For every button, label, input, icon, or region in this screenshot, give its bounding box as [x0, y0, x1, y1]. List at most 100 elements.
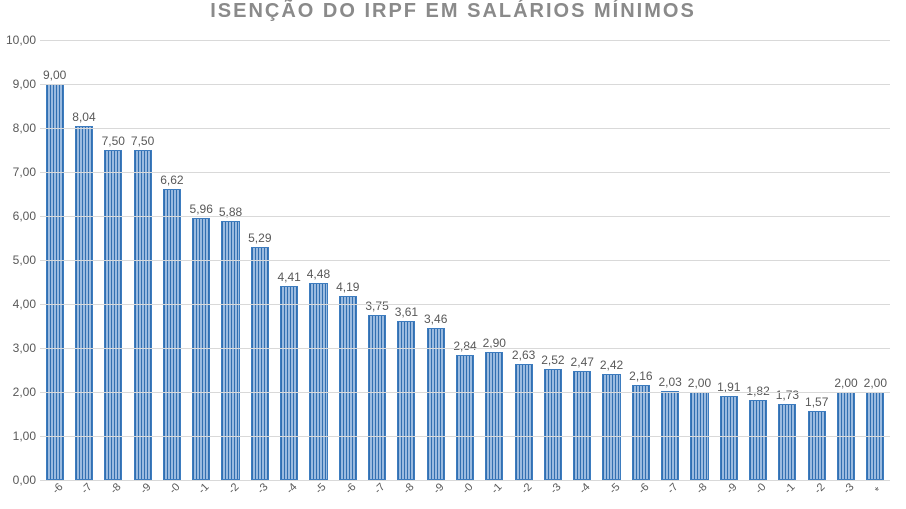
bar	[339, 296, 357, 480]
gridline	[40, 480, 890, 481]
x-tick-label: -0	[753, 481, 768, 496]
bar-value-label: 3,75	[365, 299, 388, 313]
bar	[309, 283, 327, 480]
x-tick-label: -1	[196, 481, 211, 496]
bar	[515, 364, 533, 480]
gridline	[40, 392, 890, 393]
chart-container: ISENÇÃO DO IRPF EM SALÁRIOS MÍNIMOS 9,00…	[0, 0, 906, 509]
x-tick-label: -9	[138, 481, 153, 496]
bar-value-label: 4,48	[307, 267, 330, 281]
bar-value-label: 3,61	[395, 305, 418, 319]
x-tick-label: -5	[314, 481, 329, 496]
bar	[368, 315, 386, 480]
y-tick-label: 3,00	[2, 341, 36, 355]
x-tick-label: -2	[226, 481, 241, 496]
bar	[280, 286, 298, 480]
x-tick-label: -2	[812, 481, 827, 496]
bar	[456, 355, 474, 480]
bar-value-label: 2,03	[658, 375, 681, 389]
x-tick-label: *	[873, 485, 885, 497]
bar	[544, 369, 562, 480]
bar-value-label: 2,63	[512, 348, 535, 362]
gridline	[40, 128, 890, 129]
bar	[251, 247, 269, 480]
x-tick-label: -8	[108, 481, 123, 496]
plot-area: 9,00-68,04-77,50-87,50-96,62-05,96-15,88…	[40, 40, 890, 480]
bar-value-label: 3,46	[424, 312, 447, 326]
bar	[749, 400, 767, 480]
x-tick-label: -4	[577, 481, 592, 496]
bar-value-label: 9,00	[43, 68, 66, 82]
x-tick-label: -7	[665, 481, 680, 496]
bar	[427, 328, 445, 480]
bar-value-label: 2,47	[571, 355, 594, 369]
bar-value-label: 2,84	[453, 339, 476, 353]
bar-value-label: 5,29	[248, 231, 271, 245]
x-tick-label: -8	[401, 481, 416, 496]
bar-value-label: 7,50	[102, 134, 125, 148]
bar-value-label: 7,50	[131, 134, 154, 148]
y-tick-label: 6,00	[2, 209, 36, 223]
bar-value-label: 2,52	[541, 353, 564, 367]
bar-value-label: 4,19	[336, 280, 359, 294]
y-tick-label: 10,00	[2, 33, 36, 47]
bar-value-label: 2,00	[864, 376, 887, 390]
y-tick-label: 0,00	[2, 473, 36, 487]
x-tick-label: -4	[284, 481, 299, 496]
x-tick-label: -6	[343, 481, 358, 496]
x-tick-label: -3	[548, 481, 563, 496]
bar	[485, 352, 503, 480]
bar	[632, 385, 650, 480]
y-tick-label: 9,00	[2, 77, 36, 91]
gridline	[40, 260, 890, 261]
bar-value-label: 4,41	[277, 270, 300, 284]
x-tick-label: -1	[783, 481, 798, 496]
x-tick-label: -7	[79, 481, 94, 496]
y-tick-label: 7,00	[2, 165, 36, 179]
bar-value-label: 1,82	[746, 384, 769, 398]
gridline	[40, 84, 890, 85]
y-tick-label: 5,00	[2, 253, 36, 267]
x-tick-label: -2	[519, 481, 534, 496]
bar	[573, 371, 591, 480]
x-tick-label: -3	[841, 481, 856, 496]
bar	[720, 396, 738, 480]
bar-value-label: 2,16	[629, 369, 652, 383]
gridline	[40, 40, 890, 41]
chart-title: ISENÇÃO DO IRPF EM SALÁRIOS MÍNIMOS	[0, 0, 906, 23]
x-tick-label: -0	[460, 481, 475, 496]
y-tick-label: 2,00	[2, 385, 36, 399]
gridline	[40, 304, 890, 305]
x-tick-label: -6	[50, 481, 65, 496]
x-tick-label: -8	[695, 481, 710, 496]
x-tick-label: -5	[607, 481, 622, 496]
x-tick-label: -9	[724, 481, 739, 496]
bar-value-label: 5,88	[219, 205, 242, 219]
bar-value-label: 8,04	[72, 110, 95, 124]
bar	[134, 150, 152, 480]
x-tick-label: -3	[255, 481, 270, 496]
bar	[46, 84, 64, 480]
x-tick-label: -9	[431, 481, 446, 496]
bar-value-label: 6,62	[160, 173, 183, 187]
gridline	[40, 172, 890, 173]
y-tick-label: 8,00	[2, 121, 36, 135]
x-tick-label: -1	[489, 481, 504, 496]
bar	[602, 374, 620, 480]
gridline	[40, 216, 890, 217]
bar	[104, 150, 122, 480]
x-tick-label: -6	[636, 481, 651, 496]
gridline	[40, 348, 890, 349]
bar-value-label: 2,00	[688, 376, 711, 390]
bar	[778, 404, 796, 480]
gridline	[40, 436, 890, 437]
bar-value-label: 5,96	[190, 202, 213, 216]
x-tick-label: -7	[372, 481, 387, 496]
bar-value-label: 1,57	[805, 395, 828, 409]
bar-value-label: 2,42	[600, 358, 623, 372]
bar-value-label: 1,73	[776, 388, 799, 402]
x-tick-label: -0	[167, 481, 182, 496]
y-tick-label: 4,00	[2, 297, 36, 311]
bar	[808, 411, 826, 480]
y-tick-label: 1,00	[2, 429, 36, 443]
